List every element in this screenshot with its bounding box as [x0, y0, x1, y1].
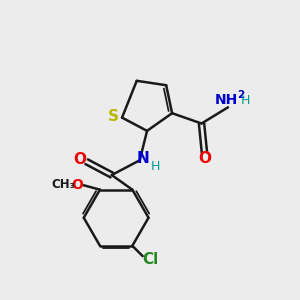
- Text: O: O: [71, 178, 83, 192]
- Text: O: O: [74, 152, 87, 167]
- Text: NH: NH: [215, 93, 238, 107]
- Text: Cl: Cl: [142, 252, 158, 267]
- Text: 2: 2: [237, 90, 244, 100]
- Text: CH₃: CH₃: [51, 178, 75, 191]
- Text: H: H: [150, 160, 160, 173]
- Text: S: S: [108, 109, 119, 124]
- Text: H: H: [241, 94, 250, 107]
- Text: O: O: [198, 151, 211, 166]
- Text: N: N: [137, 151, 150, 166]
